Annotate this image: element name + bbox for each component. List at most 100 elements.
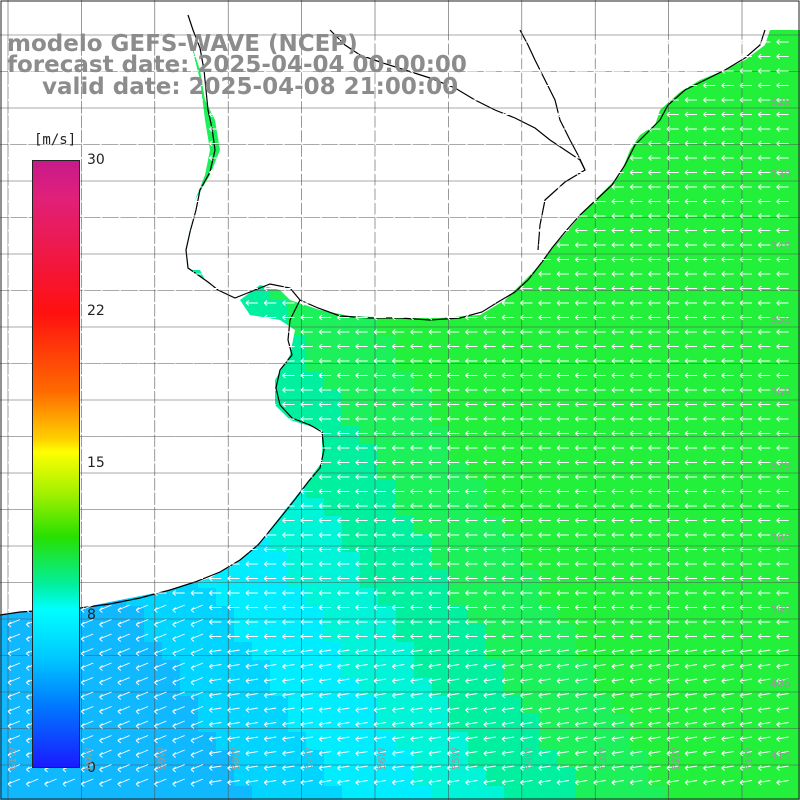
wind-cell bbox=[288, 732, 307, 751]
wind-arrow bbox=[7, 735, 21, 744]
wind-arrow bbox=[373, 604, 386, 611]
wind-arrow bbox=[629, 416, 643, 422]
wind-arrow bbox=[520, 358, 533, 364]
wind-arrow bbox=[593, 736, 606, 742]
wind-arrow bbox=[520, 256, 533, 263]
wind-cell bbox=[126, 750, 145, 769]
wind-arrow bbox=[520, 285, 533, 292]
wind-arrow bbox=[154, 445, 167, 451]
wind-arrow bbox=[392, 779, 405, 786]
wind-arrow bbox=[465, 97, 478, 103]
wind-arrow bbox=[721, 619, 734, 625]
wind-cell bbox=[504, 534, 523, 553]
wind-cell bbox=[594, 516, 613, 535]
wind-arrow bbox=[117, 445, 130, 451]
wind-arrow bbox=[684, 459, 698, 466]
wind-arrow bbox=[7, 82, 20, 89]
wind-cell bbox=[792, 516, 800, 535]
wind-arrow bbox=[154, 372, 167, 379]
wind-cell bbox=[792, 624, 800, 643]
wind-cell bbox=[666, 444, 685, 463]
wind-cell bbox=[252, 660, 271, 679]
wind-cell bbox=[270, 732, 289, 751]
wind-cell bbox=[666, 462, 685, 481]
wind-arrow bbox=[80, 416, 94, 422]
wind-arrow bbox=[44, 97, 57, 103]
wind-cell bbox=[576, 570, 595, 589]
wind-arrow bbox=[776, 459, 789, 466]
wind-arrow bbox=[99, 140, 112, 147]
wind-cell bbox=[288, 516, 307, 535]
wind-arrow bbox=[392, 169, 405, 176]
wind-cell bbox=[648, 156, 667, 175]
wind-arrow bbox=[300, 633, 313, 640]
wind-arrow bbox=[190, 720, 204, 729]
wind-arrow bbox=[446, 198, 460, 205]
wind-arrow bbox=[446, 111, 460, 118]
wind-arrow bbox=[172, 503, 185, 509]
wind-cell bbox=[162, 606, 181, 625]
wind-arrow bbox=[99, 604, 112, 613]
wind-arrow bbox=[373, 358, 386, 364]
wind-arrow bbox=[337, 590, 350, 596]
wind-arrow bbox=[648, 39, 661, 45]
wind-arrow bbox=[227, 213, 240, 219]
wind-arrow bbox=[501, 707, 515, 713]
wind-arrow bbox=[80, 256, 94, 263]
wind-arrow bbox=[556, 604, 569, 611]
wind-arrow bbox=[26, 97, 39, 103]
wind-cell bbox=[720, 318, 739, 337]
wind-cell bbox=[234, 660, 253, 679]
wind-arrow bbox=[282, 401, 295, 408]
wind-arrow bbox=[318, 155, 332, 161]
wind-arrow bbox=[117, 82, 130, 89]
wind-arrow bbox=[245, 517, 258, 524]
wind-cell bbox=[432, 462, 451, 481]
wind-cell bbox=[288, 588, 307, 607]
wind-arrow bbox=[446, 242, 460, 248]
wind-arrow bbox=[300, 126, 313, 132]
wind-cell bbox=[612, 408, 631, 427]
wind-cell bbox=[612, 642, 631, 661]
wind-arrow bbox=[99, 706, 112, 715]
wind-arrow bbox=[154, 459, 167, 466]
wind-cell bbox=[738, 444, 757, 463]
wind-arrow bbox=[300, 213, 313, 219]
wind-arrow bbox=[575, 198, 588, 205]
wind-arrow bbox=[209, 242, 222, 248]
wind-cell bbox=[432, 606, 451, 625]
wind-cell bbox=[504, 318, 523, 337]
wind-arrow bbox=[666, 678, 679, 684]
wind-cell bbox=[774, 480, 793, 499]
wind-arrow bbox=[373, 488, 386, 495]
wind-cell bbox=[738, 426, 757, 445]
wind-arrow bbox=[758, 387, 771, 393]
wind-arrow bbox=[227, 256, 240, 263]
wind-arrow bbox=[776, 416, 789, 422]
wind-arrow bbox=[62, 53, 75, 60]
wind-cell bbox=[504, 786, 523, 800]
wind-arrow bbox=[428, 779, 441, 786]
wind-arrow bbox=[318, 561, 332, 567]
wind-arrow bbox=[538, 39, 551, 45]
wind-arrow bbox=[245, 736, 258, 742]
wind-cell bbox=[594, 714, 613, 733]
wind-arrow bbox=[172, 619, 185, 628]
wind-cell bbox=[540, 372, 559, 391]
wind-arrow bbox=[465, 343, 478, 350]
wind-arrow bbox=[483, 619, 496, 625]
wind-arrow bbox=[154, 111, 167, 118]
wind-arrow bbox=[99, 53, 112, 60]
wind-arrow bbox=[593, 707, 606, 713]
wind-arrow bbox=[355, 575, 368, 582]
wind-cell bbox=[648, 786, 667, 800]
wind-arrow bbox=[135, 706, 149, 715]
wind-arrow bbox=[99, 430, 112, 437]
wind-arrow bbox=[337, 39, 350, 45]
wind-arrow bbox=[648, 97, 661, 103]
wind-arrow bbox=[483, 445, 496, 451]
wind-cell bbox=[540, 786, 559, 800]
wind-arrow bbox=[44, 39, 57, 45]
wind-cell bbox=[342, 552, 361, 571]
wind-arrow bbox=[80, 140, 94, 147]
